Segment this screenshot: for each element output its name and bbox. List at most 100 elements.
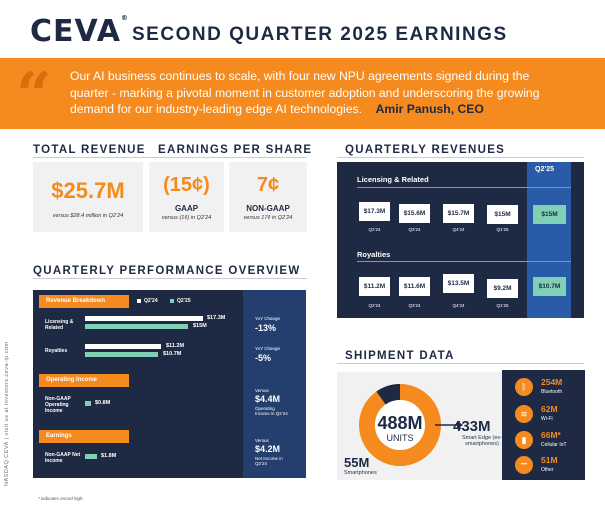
divider [357,187,571,188]
legend-q224-label: Q2’24 [144,298,158,304]
quote-mark-icon: “ [16,58,52,131]
other-icon: ••• [515,456,533,474]
divider [357,261,571,262]
legend-q225-swatch [170,299,174,303]
header: CEVA® SECOND QUARTER 2025 EARNINGS [0,0,605,62]
licensing-yoy-label: YoY Change [255,316,281,321]
ceo-quote-banner: “ Our AI business continues to scale, wi… [0,58,605,129]
royalties-label: Royalties [45,348,68,354]
royalties-heading: Royalties [357,250,391,259]
revenue-breakdown-tag: Revenue Breakdown [39,295,129,308]
cellular-label: Cellular IoT [541,442,567,448]
quote-text: Our AI business continues to scale, with… [70,69,540,116]
royalties-q224-bar [85,344,161,349]
wifi-icon: ≋ [515,405,533,423]
divider [33,278,307,279]
cellular-value: 66M* [541,430,561,440]
wifi-label: Wi-Fi [541,416,553,422]
other-label: Other [541,467,554,473]
earnings-vs-value: $4.2M [255,444,281,454]
earnings-bar [85,454,97,459]
investor-link[interactable]: NASDAQ:CEVA | visit us at investors.ceva… [4,341,10,486]
royalties-q225-value: $10.7M [163,351,182,357]
ring-center [375,400,425,450]
ceva-logo[interactable]: CEVA® [30,14,129,49]
shipment-heading: SHIPMENT DATA [345,350,455,362]
smart-edge-value: 433M [453,418,491,435]
licensing-value: $15.6M [399,204,430,223]
smartphones-label: Smartphones [344,470,377,476]
bluetooth-value: 254M [541,377,563,387]
eps-nongaap-note: versus 17¢ in Q2’24 [243,215,293,221]
operating-label: Non-GAAP Operating Income [45,396,71,414]
licensing-value: $15.7M [443,204,474,223]
legend-q225-label: Q2’25 [177,298,191,304]
total-revenue-value: $25.7M [51,178,125,203]
operating-value: $0.8M [95,400,111,406]
royalties-value: $11.6M [399,277,430,296]
quarterly-revenues-panel: Q2’25 Licensing & Related $17.3M $15.6M … [337,162,584,318]
operating-vs-value: $4.4M [255,394,281,404]
footnote: * indicates record high. [38,496,84,501]
quarter-label: Q1’25 [496,303,509,308]
performance-heading: QUARTERLY PERFORMANCE OVERVIEW [33,265,301,277]
smartphone-ring-segment [376,383,401,405]
operating-bar [85,401,91,406]
royalties-value-current: $10.7M [533,277,566,296]
royalties-yoy-label: YoY Change [255,346,281,351]
bluetooth-label: Bluetooth [541,389,563,395]
total-units-label: UNITS [386,433,414,443]
eps-gaap-label: GAAP [174,204,199,213]
operating-income-tag: Operating Income [39,374,129,387]
quarter-label: Q2’24 [368,227,381,232]
comparison-column [243,290,306,478]
divider [337,363,584,364]
operating-vs-note: Operating Income in Q2’24 [255,406,288,416]
earnings-value: $1.8M [101,453,117,459]
royalties-yoy-value: -5% [255,353,272,363]
royalties-q224-value: $11.2M [166,343,185,349]
quarter-label: Q4’24 [452,227,465,232]
smart-edge-label: Smart Edge (ex-smartphones) [461,435,503,447]
eps-gaap-card: (15¢) GAAP versus (1¢) in Q2’24 [149,162,224,232]
licensing-value: $15M [487,205,518,224]
earnings-label: Non-GAAP Net Income [45,452,81,464]
divider [33,157,307,158]
shipment-ring [359,383,463,466]
quarter-label: Q3’24 [408,227,421,232]
royalties-value: $11.2M [359,277,390,296]
royalties-value: $13.5M [443,274,474,293]
earnings-vs-note: Net Income in Q2’24 [255,456,283,466]
legend-q224-swatch [137,299,141,303]
divider [337,157,584,158]
wifi-value: 62M [541,404,558,414]
licensing-q224-value: $17.3M [207,315,226,321]
quarter-label: Q1’25 [496,227,509,232]
royalties-value: $9.2M [487,279,518,298]
quote-author: Amir Panush, CEO [375,102,484,116]
operating-vs-label: Versus [255,388,269,393]
licensing-label: Licensing & Related [45,319,74,331]
eps-nongaap-value: 7¢ [256,174,280,196]
total-units-value: 488M [377,413,423,433]
licensing-value: $17.3M [359,202,390,221]
arrow-icon [457,421,463,429]
smartphones-value: 55M [344,455,370,470]
current-quarter-label: Q2’25 [535,166,555,173]
earnings-vs-label: Versus [255,438,269,443]
licensing-value-current: $15M [533,205,566,224]
total-revenue-heading: TOTAL REVENUE [33,144,146,156]
quarterly-revenues-heading: QUARTERLY REVENUES [345,144,506,156]
royalties-q225-bar [85,352,158,357]
licensing-yoy-value: -13% [255,323,277,333]
eps-gaap-value: (15¢) [163,174,210,196]
eps-nongaap-label: NON-GAAP [246,204,290,213]
page-title: SECOND QUARTER 2025 EARNINGS [132,24,508,45]
licensing-q224-bar [85,316,203,321]
cellular-icon: ▮ [515,431,533,449]
eps-heading: EARNINGS PER SHARE [158,144,313,156]
total-revenue-card: $25.7M versus $28.4 million in Q2’24 [33,162,143,232]
eps-nongaap-card: 7¢ NON-GAAP versus 17¢ in Q2’24 [229,162,307,232]
licensing-q225-value: $15M [193,323,207,329]
bluetooth-icon: ᛒ [515,378,533,396]
